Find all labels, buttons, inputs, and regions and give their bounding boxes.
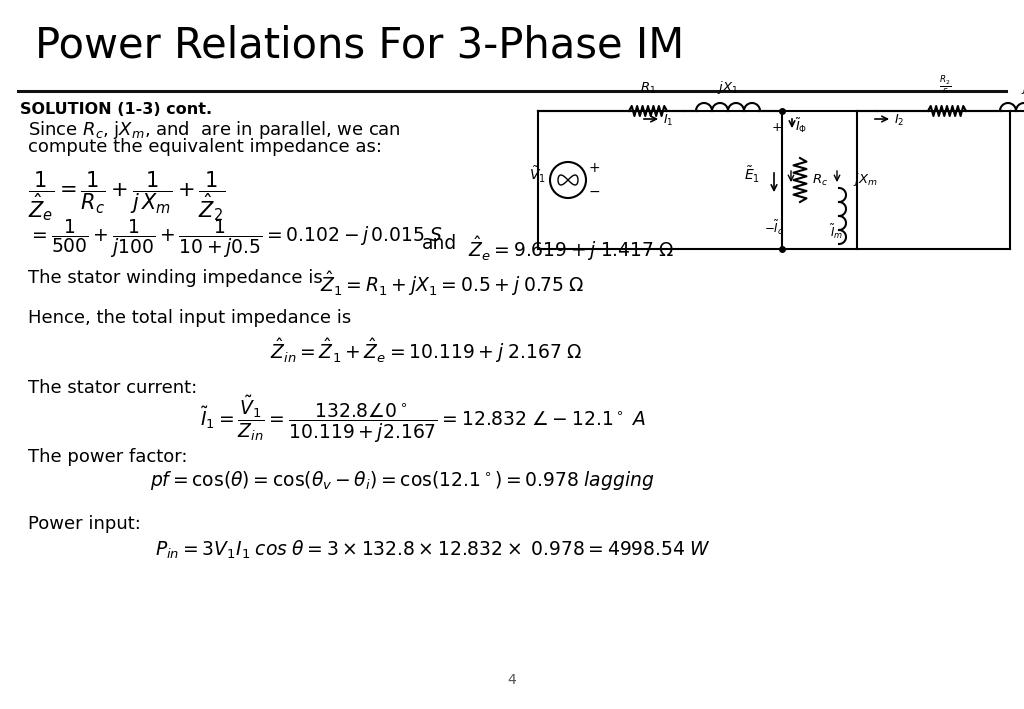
Text: $\tilde{I}_2$: $\tilde{I}_2$: [894, 110, 904, 128]
Text: $jX_1$: $jX_1$: [718, 79, 738, 96]
Text: $\tilde{I}_m$: $\tilde{I}_m$: [830, 223, 844, 241]
Text: $-\tilde{I}_c$: $-\tilde{I}_c$: [764, 218, 784, 237]
Text: $\tilde{V}_1$: $\tilde{V}_1$: [529, 165, 546, 185]
Text: $\hat{Z}_1 = R_1 + jX_1 = 0.5 + j\;0.75\;\Omega$: $\hat{Z}_1 = R_1 + jX_1 = 0.5 + j\;0.75\…: [319, 269, 585, 298]
Text: $pf = \cos(\theta) = \cos(\theta_v - \theta_i) = \cos(12.1^\circ) = 0.978\;laggi: $pf = \cos(\theta) = \cos(\theta_v - \th…: [150, 469, 654, 492]
Text: Since $R_c$, j$X_m$, and  are in parallel, we can: Since $R_c$, j$X_m$, and are in parallel…: [28, 119, 400, 141]
Text: 4: 4: [508, 673, 516, 687]
Text: −: −: [589, 185, 601, 199]
Text: $\tilde{I}_1 = \dfrac{\tilde{V}_1}{Z_{in}} = \dfrac{132.8\angle 0^\circ}{10.119 : $\tilde{I}_1 = \dfrac{\tilde{V}_1}{Z_{in…: [200, 394, 646, 445]
Text: Power input:: Power input:: [28, 515, 141, 533]
Text: Hence, the total input impedance is: Hence, the total input impedance is: [28, 309, 351, 327]
Text: +: +: [589, 161, 601, 175]
Text: The power factor:: The power factor:: [28, 448, 187, 466]
Text: $\frac{R_2}{s}$: $\frac{R_2}{s}$: [939, 74, 951, 96]
Text: SOLUTION (1-3) cont.: SOLUTION (1-3) cont.: [20, 102, 212, 117]
Text: compute the equivalent impedance as:: compute the equivalent impedance as:: [28, 138, 382, 156]
Text: $P_{in} = 3V_1 I_1\;cos\;\theta = 3\times132.8\times12.832\times\;0.978 = 4998.5: $P_{in} = 3V_1 I_1\;cos\;\theta = 3\time…: [155, 539, 711, 562]
Text: The stator current:: The stator current:: [28, 379, 198, 397]
Text: $jX_2$: $jX_2$: [1021, 79, 1024, 96]
Text: $\hat{Z}_{in} = \hat{Z}_1 + \hat{Z}_e = 10.119 + j\;2.167\;\Omega$: $\hat{Z}_{in} = \hat{Z}_1 + \hat{Z}_e = …: [270, 336, 582, 365]
Text: $\hat{Z}_e = 9.619 + j\;1.417\;\Omega$: $\hat{Z}_e = 9.619 + j\;1.417\;\Omega$: [468, 234, 675, 263]
Text: and: and: [422, 234, 458, 253]
Text: $R_c$: $R_c$: [812, 172, 828, 188]
Text: $\tilde{I}_1$: $\tilde{I}_1$: [663, 110, 674, 128]
Text: $\tilde{E}_1$: $\tilde{E}_1$: [743, 165, 760, 185]
Text: $j X_m$: $j X_m$: [853, 172, 878, 189]
Text: $\tilde{I}_\Phi$: $\tilde{I}_\Phi$: [795, 116, 807, 135]
Text: $R_1$: $R_1$: [640, 81, 656, 96]
Text: +: +: [772, 121, 782, 134]
Text: $= \dfrac{1}{500} + \dfrac{1}{j100} + \dfrac{1}{10+j0.5} = 0.102 - j\,0.015\;S$: $= \dfrac{1}{500} + \dfrac{1}{j100} + \d…: [28, 217, 442, 260]
Text: $\dfrac{1}{\hat{Z}_e} = \dfrac{1}{R_c} + \dfrac{1}{j\,X_m} + \dfrac{1}{\hat{Z}_2: $\dfrac{1}{\hat{Z}_e} = \dfrac{1}{R_c} +…: [28, 169, 225, 223]
Text: Power Relations For 3-Phase IM: Power Relations For 3-Phase IM: [35, 24, 684, 66]
Text: The stator winding impedance is: The stator winding impedance is: [28, 269, 323, 287]
